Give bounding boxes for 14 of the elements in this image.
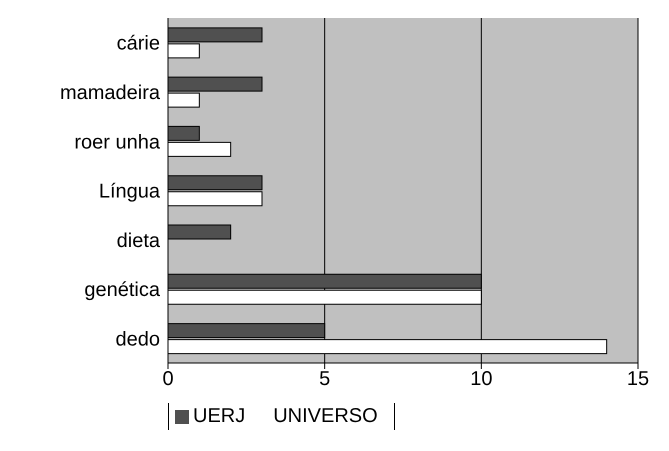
y-tick-label: dieta	[116, 230, 161, 252]
x-tick-label: 5	[319, 368, 330, 390]
y-tick-label: mamadeira	[60, 82, 161, 104]
x-tick-label: 10	[470, 368, 492, 390]
y-tick-label: Língua	[98, 180, 161, 203]
y-tick-label: roer unha	[74, 131, 161, 154]
y-tick-label: dedo	[116, 328, 160, 350]
x-tick-label: 15	[626, 368, 650, 390]
x-tick-label: 0	[162, 368, 174, 390]
y-tick-label: cárie	[116, 32, 160, 55]
legend-label: UERJ	[193, 405, 246, 427]
bar	[168, 224, 232, 240]
text: UNIVERSO	[273, 405, 378, 427]
y-tick-label: genética	[84, 279, 161, 302]
